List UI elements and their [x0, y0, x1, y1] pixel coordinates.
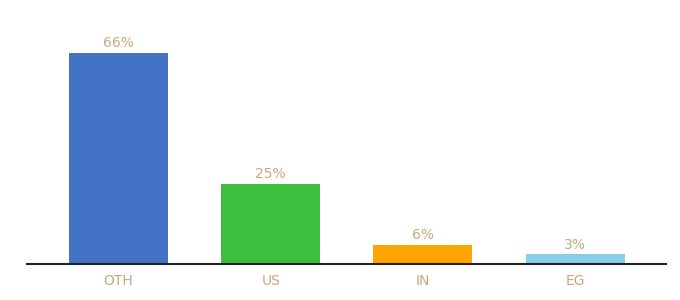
Bar	[69, 53, 168, 264]
Text: 6%: 6%	[412, 228, 434, 242]
Bar	[373, 245, 473, 264]
Bar	[526, 254, 624, 264]
Text: 66%: 66%	[103, 36, 134, 50]
Text: 25%: 25%	[256, 167, 286, 182]
Bar	[221, 184, 320, 264]
Text: 3%: 3%	[564, 238, 586, 252]
